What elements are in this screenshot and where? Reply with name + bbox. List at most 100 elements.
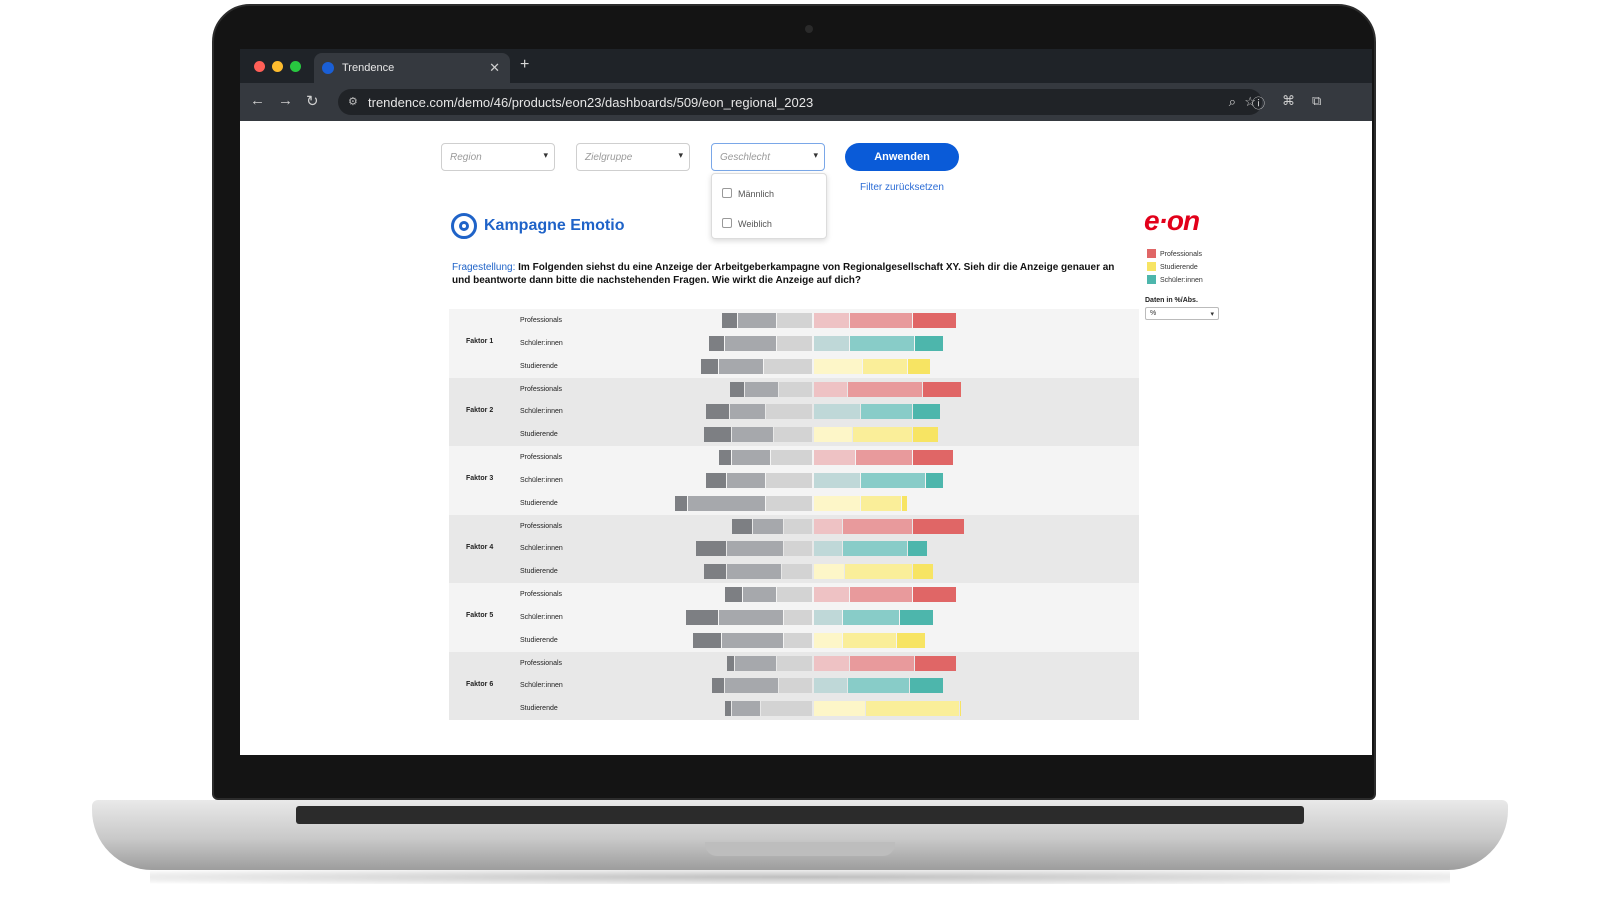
reload-icon[interactable]: ↻: [306, 93, 319, 110]
keyboard-edge: [296, 806, 1304, 824]
group-label: Schüler:innen: [520, 408, 563, 416]
bar-segment-negative: [776, 313, 812, 328]
bar-segment-negative: [719, 450, 732, 465]
geschlecht-dropdown: Männlich Weiblich: [711, 173, 827, 239]
reset-filter-link[interactable]: Filter zurücksetzen: [860, 182, 944, 193]
group-label: Schüler:innen: [520, 476, 563, 484]
close-tab-icon[interactable]: ✕: [489, 60, 500, 75]
bar-segment-negative: [727, 564, 781, 580]
legend: Professionals Studierende Schüler:innen: [1147, 249, 1203, 288]
bar-segment-positive: [897, 632, 925, 648]
trackpad-notch: [705, 842, 895, 856]
bar-segment-positive: [912, 518, 964, 534]
password-manager-icon[interactable]: ⓘ: [1252, 96, 1266, 111]
bar-segment-negative: [706, 404, 729, 420]
bar-segment-positive: [814, 564, 845, 580]
bar-segment-negative: [703, 427, 732, 443]
chevron-down-icon: ▾: [813, 150, 818, 160]
address-bar[interactable]: ⚙ trendence.com/demo/46/products/eon23/d…: [338, 89, 1262, 115]
bar-segment-positive: [842, 518, 912, 534]
bar-segment-negative: [688, 495, 766, 511]
units-select[interactable]: % ▾: [1145, 307, 1219, 320]
bar-segment-positive: [814, 655, 850, 671]
group-label: Schüler:innen: [520, 545, 563, 553]
geschlecht-select[interactable]: Geschlecht ▾: [711, 143, 825, 171]
legend-item: Studierende: [1147, 262, 1203, 275]
favicon-icon: [322, 62, 334, 74]
bar-segment-negative: [732, 518, 753, 534]
bar-segment-negative: [771, 450, 812, 465]
bar-segment-negative: [763, 358, 812, 374]
group-label: Schüler:innen: [520, 613, 563, 621]
browser-tab[interactable]: Trendence ✕: [314, 53, 510, 83]
bar-segment-negative: [703, 564, 727, 580]
bar-segment-positive: [850, 335, 915, 351]
checkbox-icon[interactable]: [722, 188, 732, 198]
bar-segment-positive: [899, 609, 933, 625]
base-shadow: [150, 870, 1450, 884]
bar-segment-negative: [732, 427, 773, 443]
bar-segment-positive: [959, 701, 962, 717]
close-window-button[interactable]: [254, 61, 265, 72]
bar-segment-positive: [912, 313, 956, 328]
bar-segment-negative: [784, 609, 812, 625]
kampagne-logo-icon: [451, 213, 477, 239]
window-controls: [254, 61, 301, 72]
bar-segment-positive: [842, 609, 899, 625]
bar-segment-negative: [737, 313, 776, 328]
bar-segment-negative: [776, 587, 812, 602]
new-tab-button[interactable]: +: [520, 56, 530, 73]
bar-segment-positive: [814, 404, 860, 420]
dashboard-page: Region ▾ Zielgruppe ▾ Geschlecht ▾ Anwen…: [240, 121, 1372, 755]
extension-icon[interactable]: ⌘: [1282, 93, 1295, 108]
bookmark-star-icon[interactable]: ☆: [1244, 94, 1256, 109]
bar-segment-positive: [814, 587, 850, 602]
option-maennlich[interactable]: Männlich: [722, 188, 774, 199]
bar-segment-negative: [753, 518, 784, 534]
bar-segment-positive: [845, 564, 912, 580]
option-weiblich[interactable]: Weiblich: [722, 218, 772, 229]
legend-swatch: [1147, 262, 1156, 271]
bar-segment-positive: [860, 495, 902, 511]
back-icon[interactable]: ←: [250, 92, 265, 109]
bar-segment-positive: [814, 335, 850, 351]
bar-segment-positive: [915, 335, 943, 351]
units-value: %: [1150, 310, 1157, 317]
region-select[interactable]: Region ▾: [441, 143, 555, 171]
site-settings-icon[interactable]: ⚙: [348, 96, 358, 108]
bar-segment-negative: [761, 701, 812, 717]
bar-segment-negative: [784, 632, 812, 648]
group-label: Studierende: [520, 362, 558, 370]
factor-label: Faktor 3: [466, 475, 494, 483]
maximize-window-button[interactable]: [290, 61, 301, 72]
bar-segment-positive: [855, 450, 912, 465]
bar-segment-positive: [814, 701, 865, 717]
apply-button[interactable]: Anwenden: [845, 143, 959, 171]
bar-segment-positive: [860, 472, 925, 488]
bar-segment-positive: [842, 632, 897, 648]
bar-segment-negative: [722, 313, 737, 328]
bar-segment-negative: [722, 632, 784, 648]
tab-title: Trendence: [342, 62, 395, 74]
bar-segment-positive: [853, 427, 912, 443]
forward-icon[interactable]: →: [278, 92, 293, 109]
minimize-window-button[interactable]: [272, 61, 283, 72]
checkbox-icon[interactable]: [722, 218, 732, 228]
zoom-icon[interactable]: ⌕: [1228, 94, 1236, 109]
factor-label: Faktor 2: [466, 406, 494, 414]
bar-segment-negative: [732, 701, 760, 717]
bar-segment-positive: [925, 472, 943, 488]
bar-segment-negative: [766, 472, 812, 488]
bar-segment-positive: [814, 609, 842, 625]
bar-segment-positive: [912, 564, 933, 580]
eon-logo: e·on: [1144, 205, 1200, 236]
zielgruppe-select[interactable]: Zielgruppe ▾: [576, 143, 690, 171]
bar-segment-negative: [675, 495, 688, 511]
browser-tabbar: Trendence ✕ +: [240, 49, 1372, 83]
bar-segment-negative: [784, 518, 812, 534]
factor-label: Faktor 4: [466, 543, 494, 551]
url-text: trendence.com/demo/46/products/eon23/das…: [368, 95, 814, 110]
extensions-puzzle-icon[interactable]: ⧉: [1312, 93, 1322, 108]
bar-segment-negative: [745, 381, 779, 397]
bar-segment-negative: [776, 655, 812, 671]
